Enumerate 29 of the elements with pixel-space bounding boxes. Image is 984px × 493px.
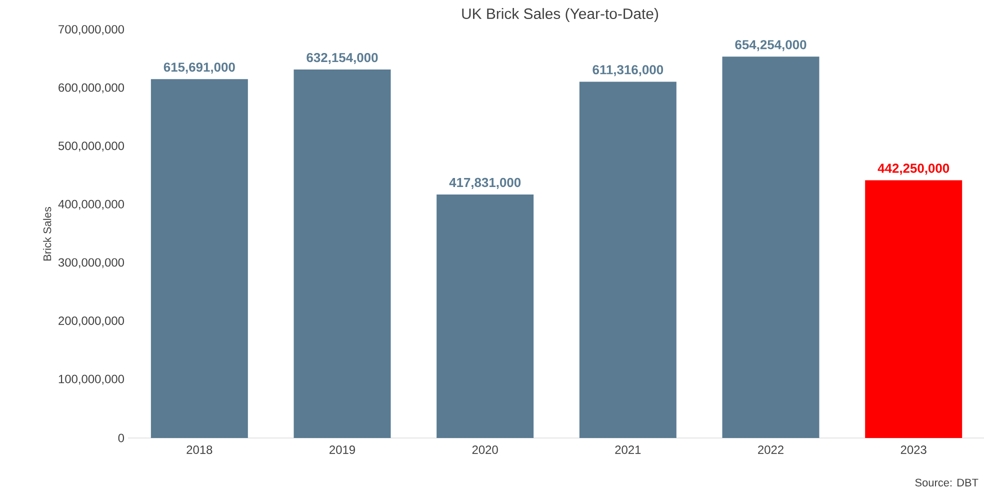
y-tick-label: 100,000,000: [58, 374, 124, 385]
y-tick-label: 200,000,000: [58, 316, 124, 326]
bar: [865, 180, 962, 438]
data-label: 442,250,000: [878, 164, 950, 175]
x-tick-label: 2023: [900, 446, 926, 454]
bar: [436, 194, 534, 438]
source-note: Source: DBT: [915, 478, 978, 486]
data-label: 417,831,000: [449, 178, 521, 189]
data-label: 632,154,000: [306, 52, 378, 64]
bar: [722, 56, 820, 438]
bar: [150, 79, 248, 438]
x-tick-label: 2022: [758, 446, 784, 454]
data-label: 611,316,000: [592, 65, 664, 76]
y-tick-label: 700,000,000: [58, 25, 124, 35]
chart-title: UK Brick Sales (Year-to-Date): [462, 8, 658, 22]
x-tick-label: 2018: [186, 446, 212, 454]
data-label: 615,691,000: [164, 62, 235, 74]
bar: [294, 70, 391, 438]
x-tick-label: 2021: [615, 446, 641, 454]
y-tick-label: 500,000,000: [58, 142, 124, 152]
x-tick-label: 2019: [330, 446, 355, 454]
data-label: 654,254,000: [735, 40, 806, 52]
bar: [579, 82, 676, 438]
y-axis-title: Brick Sales: [43, 207, 52, 260]
x-tick-label: 2020: [472, 446, 498, 454]
y-tick-label: 300,000,000: [58, 258, 124, 268]
y-tick-label: 600,000,000: [58, 83, 124, 94]
y-tick-label: 0: [118, 434, 124, 442]
y-tick-label: 400,000,000: [58, 200, 124, 210]
